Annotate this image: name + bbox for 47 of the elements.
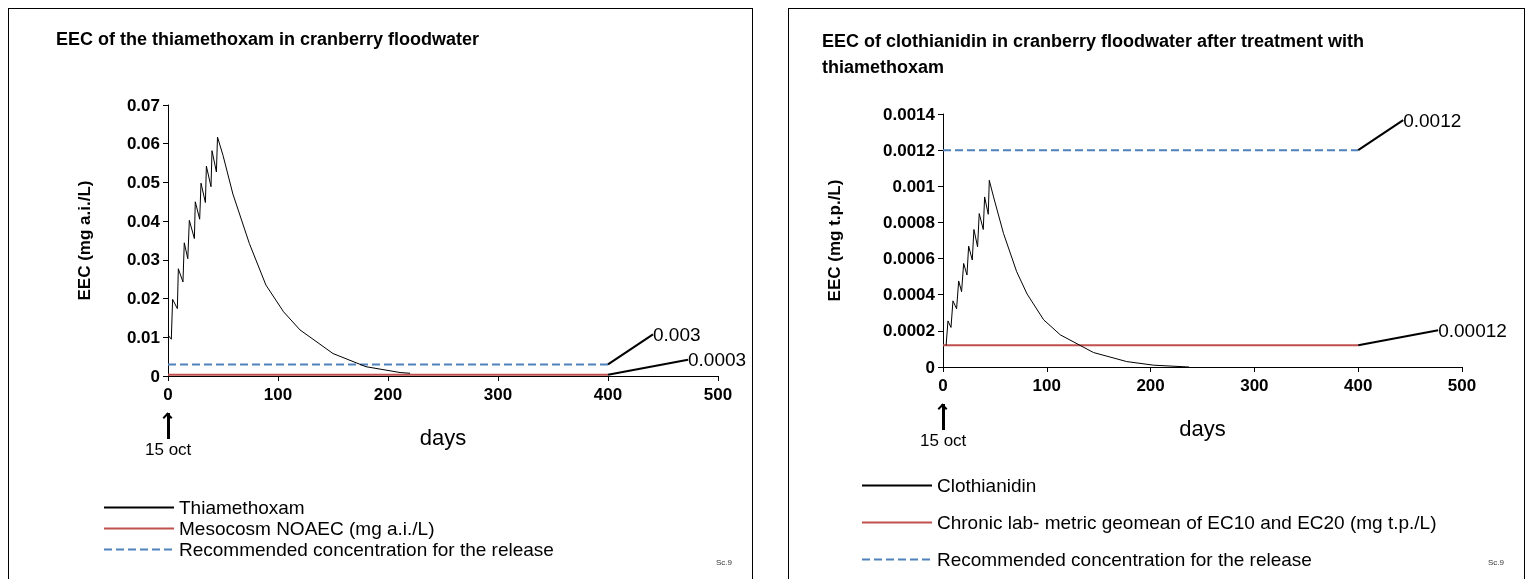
x-tick-label: 300	[483, 385, 513, 404]
y-tick-label: 0.0012	[883, 140, 935, 160]
x-tick-label: 400	[1344, 376, 1373, 395]
x-tick-label: 200	[373, 385, 403, 404]
legend-label: Mesocosm NOAEC (mg a.i./L)	[179, 518, 435, 539]
x-axis-title: days	[419, 424, 467, 450]
y-tick-label: 0.001	[892, 176, 935, 196]
data-label: 0.0012	[1403, 109, 1462, 131]
x-tick-label: 100	[1032, 376, 1061, 395]
legend-label: Recommended concentration for the release	[179, 539, 554, 560]
y-tick-label: 0.01	[126, 327, 160, 347]
text: Sc.9	[1487, 558, 1504, 567]
data-label: 0.00012	[1438, 319, 1507, 341]
x-tick-label: 200	[1136, 376, 1165, 395]
y-axis-title: EEC (mg t.p./L)	[825, 179, 844, 302]
y-tick-label: 0.0002	[883, 321, 935, 341]
y-tick-label: 0.0014	[883, 104, 936, 124]
x-tick-label: 0	[163, 385, 173, 404]
chart-title: EEC of clothianidin in cranberry floodwater after treatment with thiamethoxam	[822, 31, 1370, 77]
y-tick-label: 0.0004	[883, 285, 936, 305]
legend-label: Clothianidin	[937, 475, 1037, 496]
y-tick-label: 0.05	[126, 172, 160, 192]
x-tick-label: 400	[593, 385, 623, 404]
y-tick-label: 0.0008	[883, 212, 935, 232]
x-tick-label: 500	[703, 385, 733, 404]
legend-label: Recommended concentration for the release	[937, 549, 1312, 570]
y-axis-title: EEC (mg a.i./L)	[75, 180, 94, 301]
legend-label: Thiamethoxam	[179, 497, 305, 518]
chart-title: EEC of the thiamethoxam in cranberry floodwater	[56, 29, 480, 49]
y-tick-label: 0.06	[126, 134, 160, 154]
x-tick-label: 500	[1447, 376, 1477, 395]
y-tick-label: 0.07	[126, 95, 160, 115]
y-tick-label: 0.04	[126, 211, 161, 231]
y-tick-label: 0	[925, 357, 935, 377]
x-tick-label: 0	[938, 376, 948, 395]
text: Sc.9	[715, 558, 732, 567]
y-tick-label: 0.02	[126, 289, 160, 309]
data-label: 0.003	[653, 323, 701, 345]
y-tick-label: 0.0006	[883, 249, 935, 269]
x-tick-label: 100	[263, 385, 293, 404]
data-label: 0.0003	[688, 349, 747, 371]
x-axis-title: days	[1179, 415, 1226, 441]
x-tick-label: 300	[1240, 376, 1269, 395]
legend-label: Chronic lab- metric geomean of EC10 and EC20 (mg t.p./L)	[937, 512, 1437, 533]
text: 15 oct	[920, 431, 967, 451]
text: 15 oct	[145, 440, 192, 460]
y-tick-label: 0.03	[126, 250, 160, 270]
